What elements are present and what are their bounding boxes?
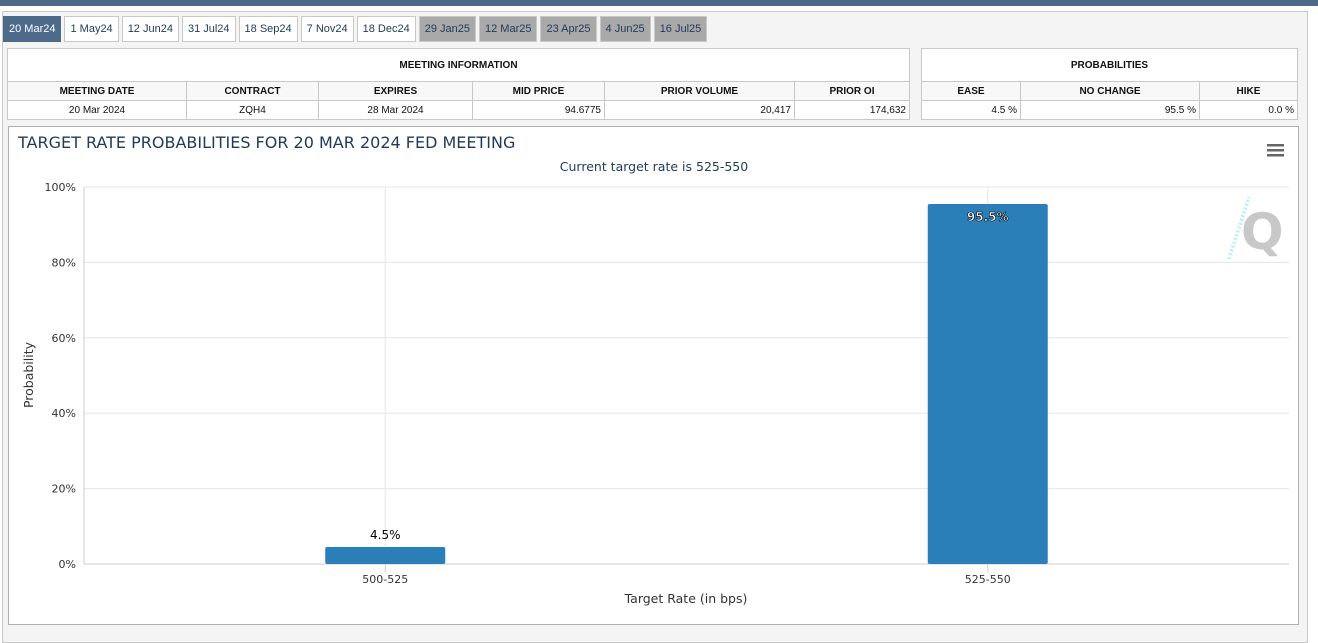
tab-23-apr25[interactable]: 23 Apr25 (540, 16, 597, 42)
cell-prior-volume: 20,417 (604, 100, 795, 120)
x-tick-label: 525-550 (965, 573, 1011, 586)
y-tick-label: 60% (52, 332, 76, 345)
top-bar (0, 0, 1318, 6)
tab-7-nov24[interactable]: 7 Nov24 (300, 16, 354, 42)
meeting-tabs: 20 Mar24 1 May24 12 Jun24 31 Jul24 18 Sep24 7… (3, 16, 708, 42)
tab-1-may24[interactable]: 1 May24 (64, 16, 119, 42)
cell-meeting-date: 20 Mar 2024 (7, 100, 187, 120)
chart-subtitle: Current target rate is 525-550 (560, 159, 748, 174)
tab-31-jul24[interactable]: 31 Jul24 (181, 16, 236, 42)
header-no-change: NO CHANGE (1020, 81, 1200, 101)
tab-18-sep24[interactable]: 18 Sep24 (238, 16, 298, 42)
watermark-logo-icon: Q (1227, 196, 1284, 261)
x-tick-label: 500-525 (362, 573, 408, 586)
chart-title: TARGET RATE PROBABILITIES FOR 20 MAR 202… (17, 133, 515, 152)
y-tick-label: 40% (52, 407, 76, 420)
probability-chart: TARGET RATE PROBABILITIES FOR 20 MAR 202… (17, 133, 1289, 606)
probabilities-title: PROBABILITIES (921, 48, 1298, 82)
header-meeting-date: MEETING DATE (7, 81, 187, 101)
header-prior-oi: PRIOR OI (794, 81, 910, 101)
tab-12-jun24[interactable]: 12 Jun24 (121, 16, 179, 42)
cell-prior-oi: 174,632 (794, 100, 910, 120)
cell-hike: 0.0 % (1199, 100, 1298, 120)
cell-contract: ZQH4 (186, 100, 319, 120)
tab-18-dec24[interactable]: 18 Dec24 (356, 16, 416, 42)
header-expires: EXPIRES (318, 81, 473, 101)
bar-500-525[interactable] (325, 547, 446, 564)
hamburger-menu-icon[interactable] (1267, 144, 1284, 157)
chart-container: TARGET RATE PROBABILITIES FOR 20 MAR 202… (8, 126, 1299, 625)
y-tick-label: 100% (45, 181, 76, 194)
y-axis-label: Probability (21, 341, 36, 408)
data-label: 95.5% (967, 210, 1009, 224)
header-prior-volume: PRIOR VOLUME (604, 81, 795, 101)
header-ease: EASE (921, 81, 1021, 101)
data-label: 4.5% (370, 528, 401, 542)
x-axis-label: Target Rate (in bps) (624, 591, 748, 606)
meeting-info-title: MEETING INFORMATION (7, 48, 910, 82)
cell-no-change: 95.5 % (1020, 100, 1200, 120)
meeting-info-table: MEETING INFORMATION MEETING DATE CONTRACT… (7, 48, 910, 120)
bar-525-550[interactable] (927, 203, 1048, 564)
cell-expires: 28 Mar 2024 (318, 100, 473, 120)
header-mid-price: MID PRICE (472, 81, 605, 101)
tab-4-jun25[interactable]: 4 Jun25 (599, 16, 651, 42)
probabilities-table: PROBABILITIES EASE NO CHANGE HIKE 4.5 % 95.… (921, 48, 1298, 120)
tab-29-jan25[interactable]: 29 Jan25 (418, 16, 476, 42)
cell-mid-price: 94.6775 (472, 100, 605, 120)
y-tick-label: 20% (52, 483, 76, 496)
tab-12-mar25[interactable]: 12 Mar25 (479, 16, 538, 42)
header-hike: HIKE (1199, 81, 1298, 101)
header-contract: CONTRACT (186, 81, 319, 101)
y-tick-label: 80% (52, 256, 76, 269)
y-tick-label: 0% (59, 558, 76, 571)
tab-20-mar24[interactable]: 20 Mar24 (3, 16, 62, 42)
tab-16-jul25[interactable]: 16 Jul25 (653, 16, 708, 42)
svg-text:Q: Q (1241, 203, 1284, 261)
cell-ease: 4.5 % (921, 100, 1021, 120)
